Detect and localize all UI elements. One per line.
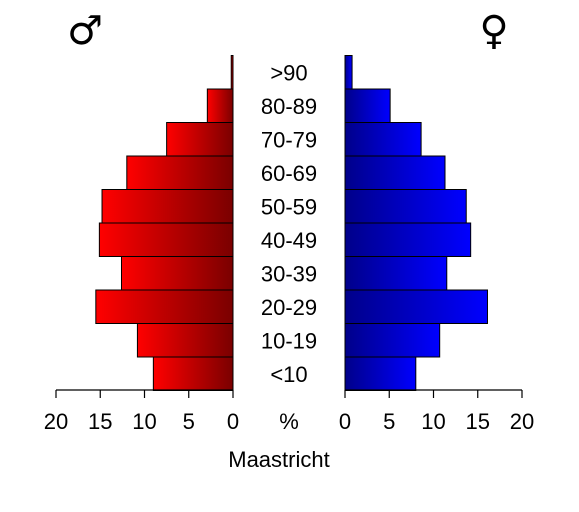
female-x-axis: 0 5 10 15 20	[339, 389, 534, 434]
male-bar	[101, 189, 234, 224]
male-tick-label: 5	[183, 409, 195, 434]
percent-unit-label: %	[279, 409, 299, 434]
female-bar	[344, 289, 488, 324]
female-bar	[344, 155, 446, 190]
female-bar	[344, 256, 448, 291]
male-bar	[120, 256, 234, 291]
age-group-labels: >90 80-89 70-79 60-69 50-59 40-49 30-39 20-29 10…	[261, 60, 317, 387]
age-group-label: 50-59	[261, 194, 317, 219]
male-bar	[98, 222, 234, 257]
female-tick-label: 15	[466, 409, 490, 434]
female-bar	[344, 323, 441, 358]
age-group-label: 70-79	[261, 127, 317, 152]
chart-subtitle: Maastricht	[228, 447, 329, 472]
age-group-label: 20-29	[261, 295, 317, 320]
age-group-label: 10-19	[261, 328, 317, 353]
age-group-label: >90	[270, 60, 307, 85]
age-group-label: <10	[270, 362, 307, 387]
female-tick-label: 10	[421, 409, 445, 434]
female-bar	[344, 189, 467, 224]
female-bars	[344, 55, 488, 391]
male-bar	[166, 122, 234, 157]
male-tick-label: 15	[88, 409, 112, 434]
male-symbol: ♂	[67, 8, 103, 54]
male-bar	[230, 55, 234, 90]
female-bar	[344, 122, 422, 157]
male-bar	[152, 356, 234, 391]
female-bar	[344, 356, 417, 391]
male-bar	[136, 323, 234, 358]
female-tick-label: 20	[510, 409, 534, 434]
female-tick-label: 0	[339, 409, 351, 434]
female-bar	[344, 88, 391, 123]
male-bars	[95, 55, 234, 391]
female-bar	[344, 222, 472, 257]
female-tick-label: 5	[383, 409, 395, 434]
male-tick-label: 20	[44, 409, 68, 434]
male-bar	[126, 155, 234, 190]
male-tick-label: 10	[132, 409, 156, 434]
male-bar	[95, 289, 234, 324]
age-group-label: 30-39	[261, 261, 317, 286]
male-x-axis: 0 5 10 15 20	[44, 389, 239, 434]
age-group-label: 60-69	[261, 161, 317, 186]
age-group-label: 40-49	[261, 228, 317, 253]
female-bar	[344, 55, 353, 90]
male-bar	[206, 88, 234, 123]
male-tick-label: 0	[227, 409, 239, 434]
age-group-label: 80-89	[261, 94, 317, 119]
female-symbol: ♀	[479, 8, 508, 54]
